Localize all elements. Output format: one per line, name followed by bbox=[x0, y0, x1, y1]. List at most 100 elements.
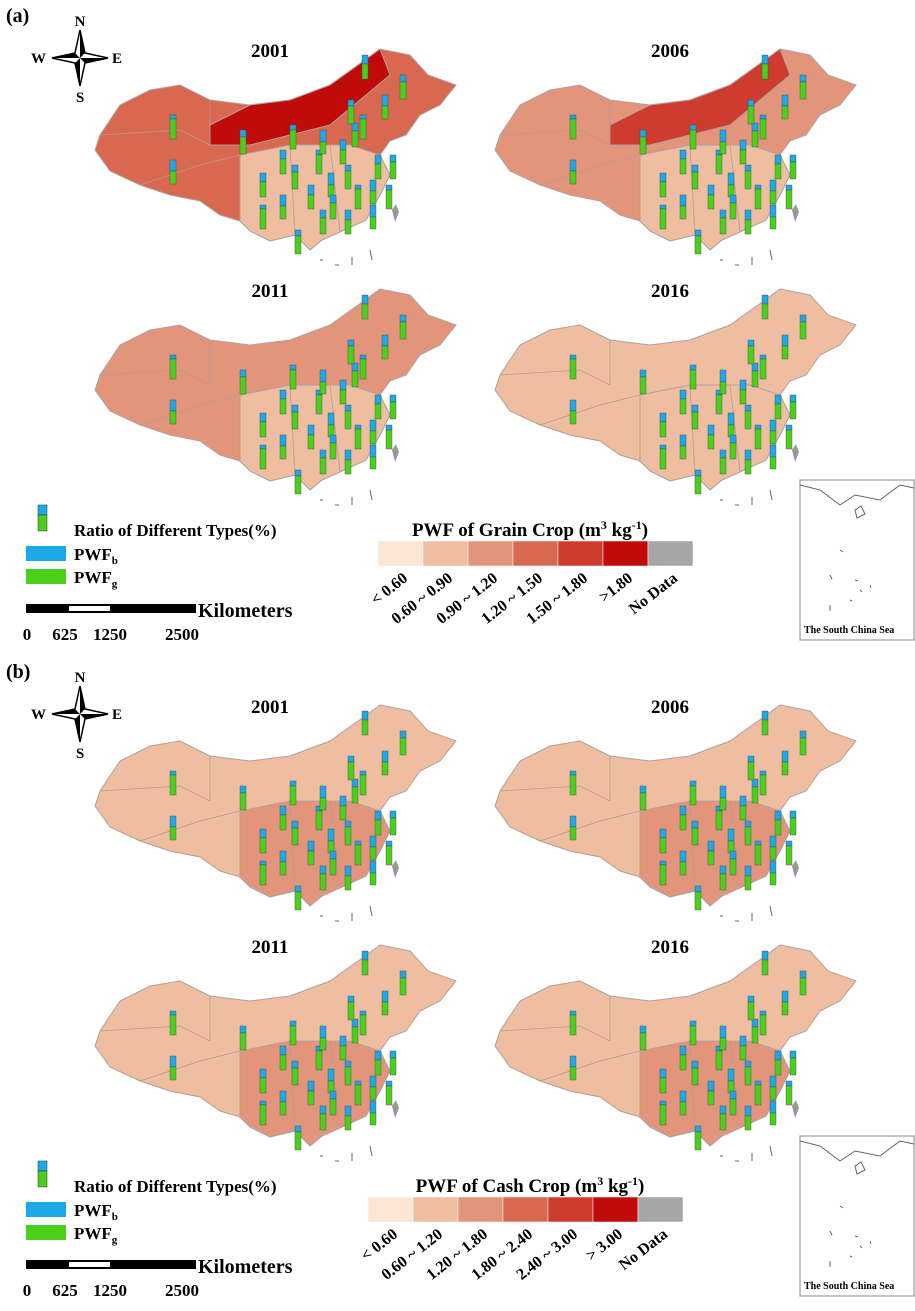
bar-icon-green bbox=[762, 720, 768, 735]
bar-icon-blue bbox=[708, 425, 714, 435]
bar-icon-green bbox=[660, 449, 666, 469]
bar-icon-green bbox=[745, 827, 751, 845]
bar-icon-blue bbox=[800, 75, 806, 82]
bar-icon-blue bbox=[708, 1081, 714, 1091]
bar-icon-blue bbox=[720, 786, 726, 798]
bar-icon-green bbox=[280, 815, 286, 830]
bar-icon-green bbox=[316, 155, 322, 174]
bar-icon-green bbox=[770, 431, 776, 444]
bar-icon-blue bbox=[740, 796, 746, 806]
bar-icon-blue bbox=[770, 1076, 776, 1087]
bar-icon-green bbox=[386, 190, 392, 209]
region-east bbox=[640, 385, 790, 490]
bar-icon-blue bbox=[755, 1081, 761, 1085]
bar-icon-blue bbox=[370, 180, 376, 191]
bar-icon-green bbox=[360, 1015, 366, 1035]
bar-icon-blue bbox=[308, 841, 314, 851]
bar-icon-green bbox=[370, 1087, 376, 1100]
bar-icon-blue bbox=[745, 1061, 751, 1067]
bar-icon-green bbox=[782, 762, 788, 775]
legend-class bbox=[513, 541, 558, 566]
bar-icon-green bbox=[770, 457, 776, 469]
bar-icon-green bbox=[570, 411, 576, 424]
bar-icon-green bbox=[680, 206, 686, 219]
bar-icon-green bbox=[362, 720, 368, 735]
bar-icon-green bbox=[720, 142, 726, 154]
bar-icon-blue bbox=[770, 836, 776, 847]
bar-icon-green bbox=[308, 435, 314, 449]
title-part: kg bbox=[607, 520, 632, 541]
bar-icon-green bbox=[352, 131, 358, 147]
bar-icon-blue bbox=[292, 165, 298, 172]
bar-icon-blue bbox=[400, 971, 406, 978]
bar-icon-blue bbox=[762, 295, 768, 304]
bar-icon-blue bbox=[328, 1069, 334, 1081]
bar-icon-blue bbox=[390, 1051, 396, 1058]
bar-icon-blue bbox=[640, 130, 646, 137]
legend-swatch bbox=[26, 1202, 66, 1217]
bar-icon-green bbox=[382, 762, 388, 775]
bar-icon-green bbox=[782, 1002, 788, 1015]
bar-icon-green bbox=[260, 1078, 266, 1093]
bar-icon-green bbox=[790, 402, 796, 419]
legend-class bbox=[558, 541, 603, 566]
bar-icon-blue bbox=[770, 861, 776, 873]
legend-name: PWF bbox=[74, 1201, 112, 1220]
bar-icon-blue bbox=[695, 886, 701, 892]
scale-tick: 625 bbox=[52, 1281, 78, 1300]
bar-icon-green bbox=[295, 1132, 301, 1150]
bar-icon-green bbox=[716, 1051, 722, 1070]
bar-icon-green bbox=[720, 874, 726, 890]
bar-icon-blue bbox=[308, 1081, 314, 1091]
bar-icon-blue bbox=[782, 991, 788, 1002]
bar-icon-green bbox=[770, 847, 776, 860]
bar-icon-green bbox=[260, 1105, 266, 1125]
bar-icon-green bbox=[240, 377, 246, 394]
bar-icon-green bbox=[745, 220, 751, 234]
legend-icon-blue bbox=[38, 1161, 47, 1171]
bar-icon-blue bbox=[730, 1091, 736, 1099]
color-legend-title: PWF of Grain Crop (m3 kg-1) bbox=[412, 518, 648, 541]
bar-icon-blue bbox=[760, 355, 766, 359]
bar-icon-green bbox=[386, 1086, 392, 1105]
region-east bbox=[240, 801, 390, 906]
bar-icon-blue bbox=[790, 1051, 796, 1058]
bar-icon-blue bbox=[320, 210, 326, 218]
bar-icon-blue bbox=[740, 380, 746, 390]
bar-icon-green bbox=[348, 1002, 354, 1020]
legend-label: PWFb bbox=[74, 1201, 118, 1223]
bar-icon-blue bbox=[745, 1106, 751, 1116]
scale-tick: 0 bbox=[23, 1281, 32, 1300]
bar-icon-blue bbox=[330, 1091, 336, 1099]
bar-icon-green bbox=[752, 131, 758, 147]
bar-icon-blue bbox=[375, 811, 381, 820]
bar-icon-blue bbox=[280, 390, 286, 399]
bar-icon-green bbox=[370, 847, 376, 860]
bar-icon-blue bbox=[570, 355, 576, 359]
compass-w: W bbox=[31, 707, 46, 723]
bar-icon-blue bbox=[348, 756, 354, 762]
bar-icon-blue bbox=[790, 395, 796, 402]
bar-icon-green bbox=[170, 411, 176, 424]
taiwan bbox=[392, 1100, 399, 1118]
bar-icon-blue bbox=[260, 829, 266, 838]
bar-icon-blue bbox=[292, 405, 298, 412]
bar-icon-blue bbox=[240, 786, 246, 793]
bar-icon-blue bbox=[720, 1106, 726, 1114]
bar-icon-green bbox=[660, 838, 666, 853]
bar-icon-blue bbox=[352, 1019, 358, 1027]
bar-icon-blue bbox=[280, 851, 286, 862]
compass: NSWE bbox=[31, 670, 122, 762]
bar-icon-green bbox=[345, 827, 351, 845]
legend-icon-label: Ratio of Different Types(%) bbox=[74, 521, 277, 540]
bar-icon-blue bbox=[370, 861, 376, 873]
map bbox=[495, 705, 856, 921]
bar-icon-green bbox=[320, 218, 326, 234]
bar-icon-blue bbox=[170, 355, 176, 359]
bar-icon-green bbox=[292, 172, 298, 189]
bar-icon-blue bbox=[708, 841, 714, 851]
legend-class bbox=[378, 541, 423, 566]
bar-icon-blue bbox=[240, 130, 246, 137]
bar-icon-green bbox=[382, 1002, 388, 1015]
region-east bbox=[640, 145, 790, 250]
